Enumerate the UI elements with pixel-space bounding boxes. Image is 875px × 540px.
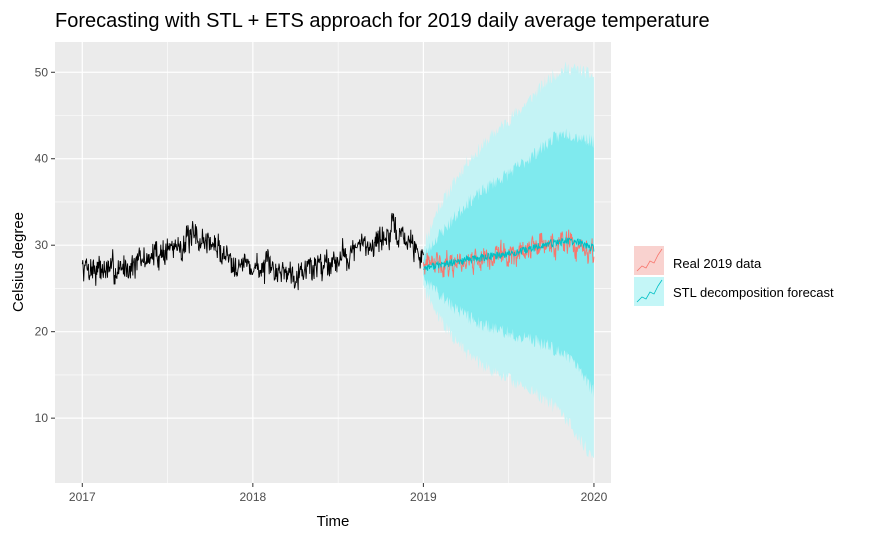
x-axis-title: Time bbox=[317, 513, 350, 530]
x-tick-label: 2020 bbox=[581, 490, 608, 504]
y-tick-label: 50 bbox=[35, 65, 49, 79]
x-tick-label: 2018 bbox=[239, 490, 266, 504]
y-tick-label: 40 bbox=[35, 152, 49, 166]
history-series-line bbox=[81, 212, 424, 291]
legend-label-real: Real 2019 data bbox=[673, 256, 762, 271]
y-axis-ticks: 10 20 30 40 50 bbox=[35, 65, 55, 425]
y-tick-label: 20 bbox=[35, 325, 49, 339]
legend-key-forecast-line bbox=[636, 279, 663, 303]
x-axis-ticks: 2017 2018 2019 2020 bbox=[69, 483, 608, 504]
x-tick-label: 2017 bbox=[69, 490, 96, 504]
legend-key-forecast bbox=[634, 277, 664, 306]
forecast-series-line bbox=[423, 237, 595, 271]
legend: Real 2019 data STL decomposition forecas… bbox=[634, 246, 834, 306]
legend-key-real bbox=[634, 246, 664, 275]
legend-item-real: Real 2019 data bbox=[634, 246, 762, 275]
series-lines bbox=[81, 212, 595, 291]
x-tick-label: 2019 bbox=[410, 490, 437, 504]
legend-label-forecast: STL decomposition forecast bbox=[673, 285, 834, 300]
legend-key-real-line bbox=[636, 248, 663, 272]
legend-item-forecast: STL decomposition forecast bbox=[634, 277, 834, 306]
chart-title: Forecasting with STL + ETS approach for … bbox=[55, 10, 710, 32]
y-tick-label: 10 bbox=[35, 411, 49, 425]
y-axis-title: Celsius degree bbox=[10, 212, 27, 312]
y-tick-label: 30 bbox=[35, 238, 49, 252]
